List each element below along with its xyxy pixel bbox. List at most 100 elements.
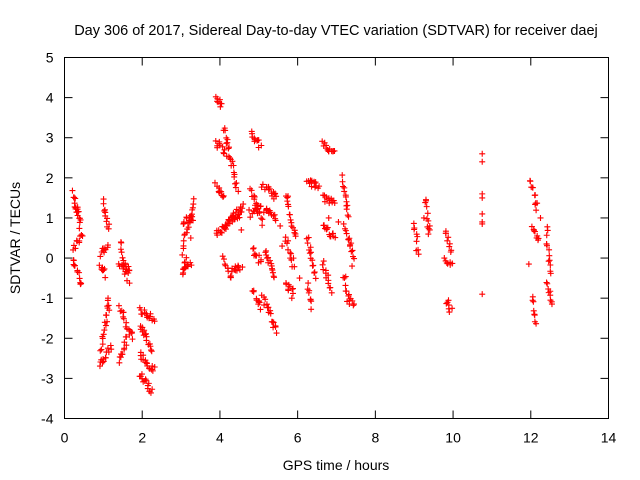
data-point [232, 180, 239, 187]
data-point [96, 262, 103, 269]
data-point [529, 297, 536, 304]
data-point [479, 220, 486, 227]
data-point [148, 347, 155, 354]
data-point [224, 265, 231, 272]
data-point [142, 330, 149, 337]
data-point [270, 273, 277, 280]
data-point [217, 229, 224, 236]
data-point [99, 359, 106, 366]
y-axis-label: SDTVAR / TECUs [7, 182, 23, 294]
data-point [214, 232, 221, 239]
data-point [312, 275, 319, 282]
data-point [288, 250, 295, 257]
data-point [72, 245, 79, 252]
data-point [104, 215, 111, 222]
data-point [180, 220, 187, 227]
data-point [218, 100, 225, 107]
data-point [288, 223, 295, 230]
data-point [339, 172, 346, 179]
data-point [255, 137, 262, 144]
data-point [347, 241, 354, 248]
data-point [479, 158, 486, 165]
data-point [322, 267, 329, 274]
data-point [425, 225, 432, 232]
data-point [441, 255, 448, 262]
y-axis: -4 -3 -2 -1 0 1 2 3 4 5 [41, 50, 609, 427]
x-axis: 0 2 4 6 8 10 12 14 [61, 57, 616, 446]
data-point [250, 245, 257, 252]
data-point [328, 289, 335, 296]
data-point [425, 231, 432, 238]
data-point [287, 216, 294, 223]
data-point [97, 253, 104, 260]
data-point [259, 216, 266, 223]
data-point [345, 291, 352, 298]
data-point [126, 280, 133, 287]
data-point [151, 363, 158, 370]
data-point [232, 184, 239, 191]
data-point [189, 204, 196, 211]
y-tick-label: -3 [41, 370, 54, 386]
data-point [343, 230, 350, 237]
data-point [104, 244, 111, 251]
data-point [350, 302, 357, 309]
data-point [216, 96, 223, 103]
data-point [239, 205, 246, 212]
data-point [283, 240, 290, 247]
data-point [547, 292, 554, 299]
data-point [105, 225, 112, 232]
data-point [415, 251, 422, 258]
data-point [422, 196, 429, 203]
data-point [119, 351, 126, 358]
data-point [267, 310, 274, 317]
data-point [101, 249, 108, 256]
data-point [323, 225, 330, 232]
data-point [267, 307, 274, 314]
data-point [447, 249, 454, 256]
data-point [143, 377, 150, 384]
data-point [250, 245, 257, 252]
data-point [141, 327, 148, 334]
data-point [442, 230, 449, 237]
x-tick-label: 6 [294, 430, 302, 446]
data-point [307, 249, 314, 256]
data-point [535, 235, 542, 242]
data-point [304, 286, 311, 293]
data-point [246, 206, 253, 213]
data-point [530, 307, 537, 314]
data-point [320, 222, 327, 229]
data-point [267, 209, 274, 216]
data-point [101, 327, 108, 334]
x-axis-label: GPS time / hours [283, 457, 390, 473]
data-point [117, 246, 124, 253]
data-point [306, 250, 313, 257]
data-point [216, 188, 223, 195]
data-point [530, 298, 537, 305]
data-point [180, 242, 187, 249]
y-tick-label: 1 [46, 210, 54, 226]
data-point [212, 137, 219, 144]
data-point [291, 263, 298, 270]
data-point [533, 207, 540, 214]
data-point [106, 307, 113, 314]
data-point [99, 335, 106, 342]
data-point [296, 275, 303, 282]
data-point [240, 201, 247, 208]
data-point [102, 354, 109, 361]
data-point [344, 212, 351, 219]
data-point [309, 257, 316, 264]
data-point [103, 218, 110, 225]
data-point [77, 279, 84, 286]
data-point [449, 305, 456, 312]
data-point [217, 103, 224, 110]
data-point [250, 288, 257, 295]
data-point [108, 346, 115, 353]
data-point [235, 188, 242, 195]
data-point [547, 268, 554, 275]
data-point [216, 142, 223, 149]
data-point [289, 290, 296, 297]
data-point [265, 254, 272, 261]
data-points [69, 93, 555, 396]
data-point [220, 194, 227, 201]
data-point [258, 142, 265, 149]
